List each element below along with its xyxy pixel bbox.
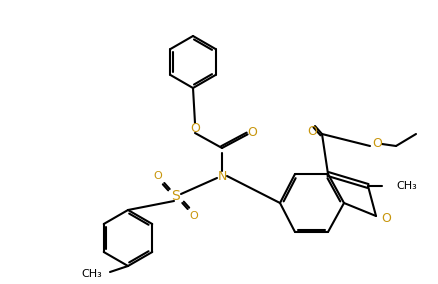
Text: CH₃: CH₃ <box>396 181 417 191</box>
Text: O: O <box>190 211 198 221</box>
Text: N: N <box>217 170 227 183</box>
Text: O: O <box>372 137 382 149</box>
Text: S: S <box>172 189 180 203</box>
Text: O: O <box>381 212 391 224</box>
Text: CH₃: CH₃ <box>81 269 102 279</box>
Text: O: O <box>154 171 162 181</box>
Text: O: O <box>190 122 200 135</box>
Text: O: O <box>307 124 317 137</box>
Text: O: O <box>247 126 257 139</box>
